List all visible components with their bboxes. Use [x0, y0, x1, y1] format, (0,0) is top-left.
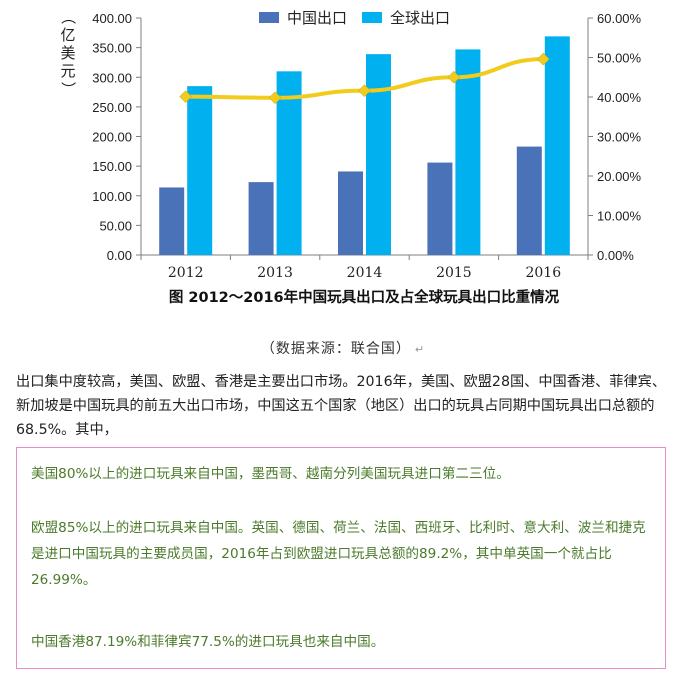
- return-mark-icon: ↵: [414, 343, 426, 356]
- bar-global-export: [455, 49, 481, 256]
- share-marker: [358, 84, 371, 98]
- share-marker: [268, 91, 282, 105]
- x-tick-label: 2016: [525, 265, 561, 281]
- right-tick-label: 60.00%: [597, 11, 642, 26]
- share-marker: [179, 90, 193, 103]
- legend-label: 中国出口: [287, 9, 347, 27]
- y-axis-label-char: 美: [60, 44, 75, 62]
- bar-global-export: [187, 86, 213, 255]
- data-source-text: （数据来源：联合国）: [260, 341, 411, 357]
- y-axis-label-char: （: [59, 9, 77, 24]
- bar-global-export: [366, 54, 391, 255]
- left-tick-label: 100.00: [92, 189, 132, 204]
- left-tick-label: 300.00: [92, 70, 132, 85]
- right-tick-label: 40.00%: [597, 90, 642, 105]
- left-tick-label: 150.00: [92, 159, 132, 174]
- data-source: （数据来源：联合国） ↵: [0, 338, 686, 358]
- bar-china-export: [248, 182, 274, 255]
- y-axis-label-char: 亿: [60, 26, 75, 44]
- left-tick-label: 0.00: [107, 248, 132, 263]
- left-tick-label: 350.00: [92, 41, 132, 56]
- body-paragraph: 出口集中度较高，美国、欧盟、香港是主要出口市场。2016年，美国、欧盟28国、中…: [16, 374, 667, 438]
- x-tick-label: 2015: [436, 265, 472, 281]
- share-marker: [536, 52, 550, 66]
- bar-global-export: [276, 71, 302, 255]
- x-tick-label: 2014: [347, 265, 383, 281]
- legend-swatch: [362, 12, 382, 23]
- right-tick-label: 0.00%: [597, 248, 634, 263]
- right-tick-label: 20.00%: [597, 169, 642, 184]
- x-tick-label: 2012: [168, 265, 204, 281]
- quote-box: 美国80%以上的进口玩具来自中国，墨西哥、越南分列美国玩具进口第二三位。 欧盟8…: [16, 447, 666, 669]
- quote-paragraph-hk-ph: 中国香港87.19%和菲律宾77.5%的进口玩具也来自中国。: [31, 634, 385, 650]
- bar-china-export: [427, 162, 453, 255]
- combo-chart: 0.00 50.00 100.00 150.00 200.00 250.00 300.00 3…: [59, 9, 642, 306]
- share-marker: [447, 70, 461, 84]
- x-tick-label: 2013: [257, 265, 293, 281]
- legend-label: 全球出口: [390, 9, 450, 27]
- bar-china-export: [159, 187, 185, 255]
- bar-china-export: [338, 171, 363, 255]
- chart-title: 图 2012～2016年中国玩具出口及占全球玩具出口比重情况: [169, 288, 560, 306]
- y-axis-label-char: ）: [59, 81, 77, 96]
- y-axis-label-char: 元: [60, 62, 75, 80]
- left-tick-label: 250.00: [92, 100, 132, 115]
- chart-figure: 0.00 50.00 100.00 150.00 200.00 250.00 300.00 3…: [0, 0, 686, 312]
- bar-global-export: [544, 36, 570, 256]
- legend-swatch: [259, 12, 279, 23]
- right-tick-label: 50.00%: [597, 51, 642, 66]
- quote-paragraph-us: 美国80%以上的进口玩具来自中国，墨西哥、越南分列美国玩具进口第二三位。: [31, 466, 510, 482]
- left-tick-label: 400.00: [92, 11, 132, 26]
- quote-paragraph-eu: 欧盟85%以上的进口玩具来自中国。英国、德国、荷兰、法国、西班牙、比利时、意大利…: [31, 520, 646, 588]
- right-tick-label: 30.00%: [597, 130, 642, 145]
- right-tick-label: 10.00%: [597, 209, 642, 224]
- left-tick-label: 200.00: [92, 130, 132, 145]
- left-tick-label: 50.00: [99, 218, 132, 233]
- bar-china-export: [516, 146, 542, 255]
